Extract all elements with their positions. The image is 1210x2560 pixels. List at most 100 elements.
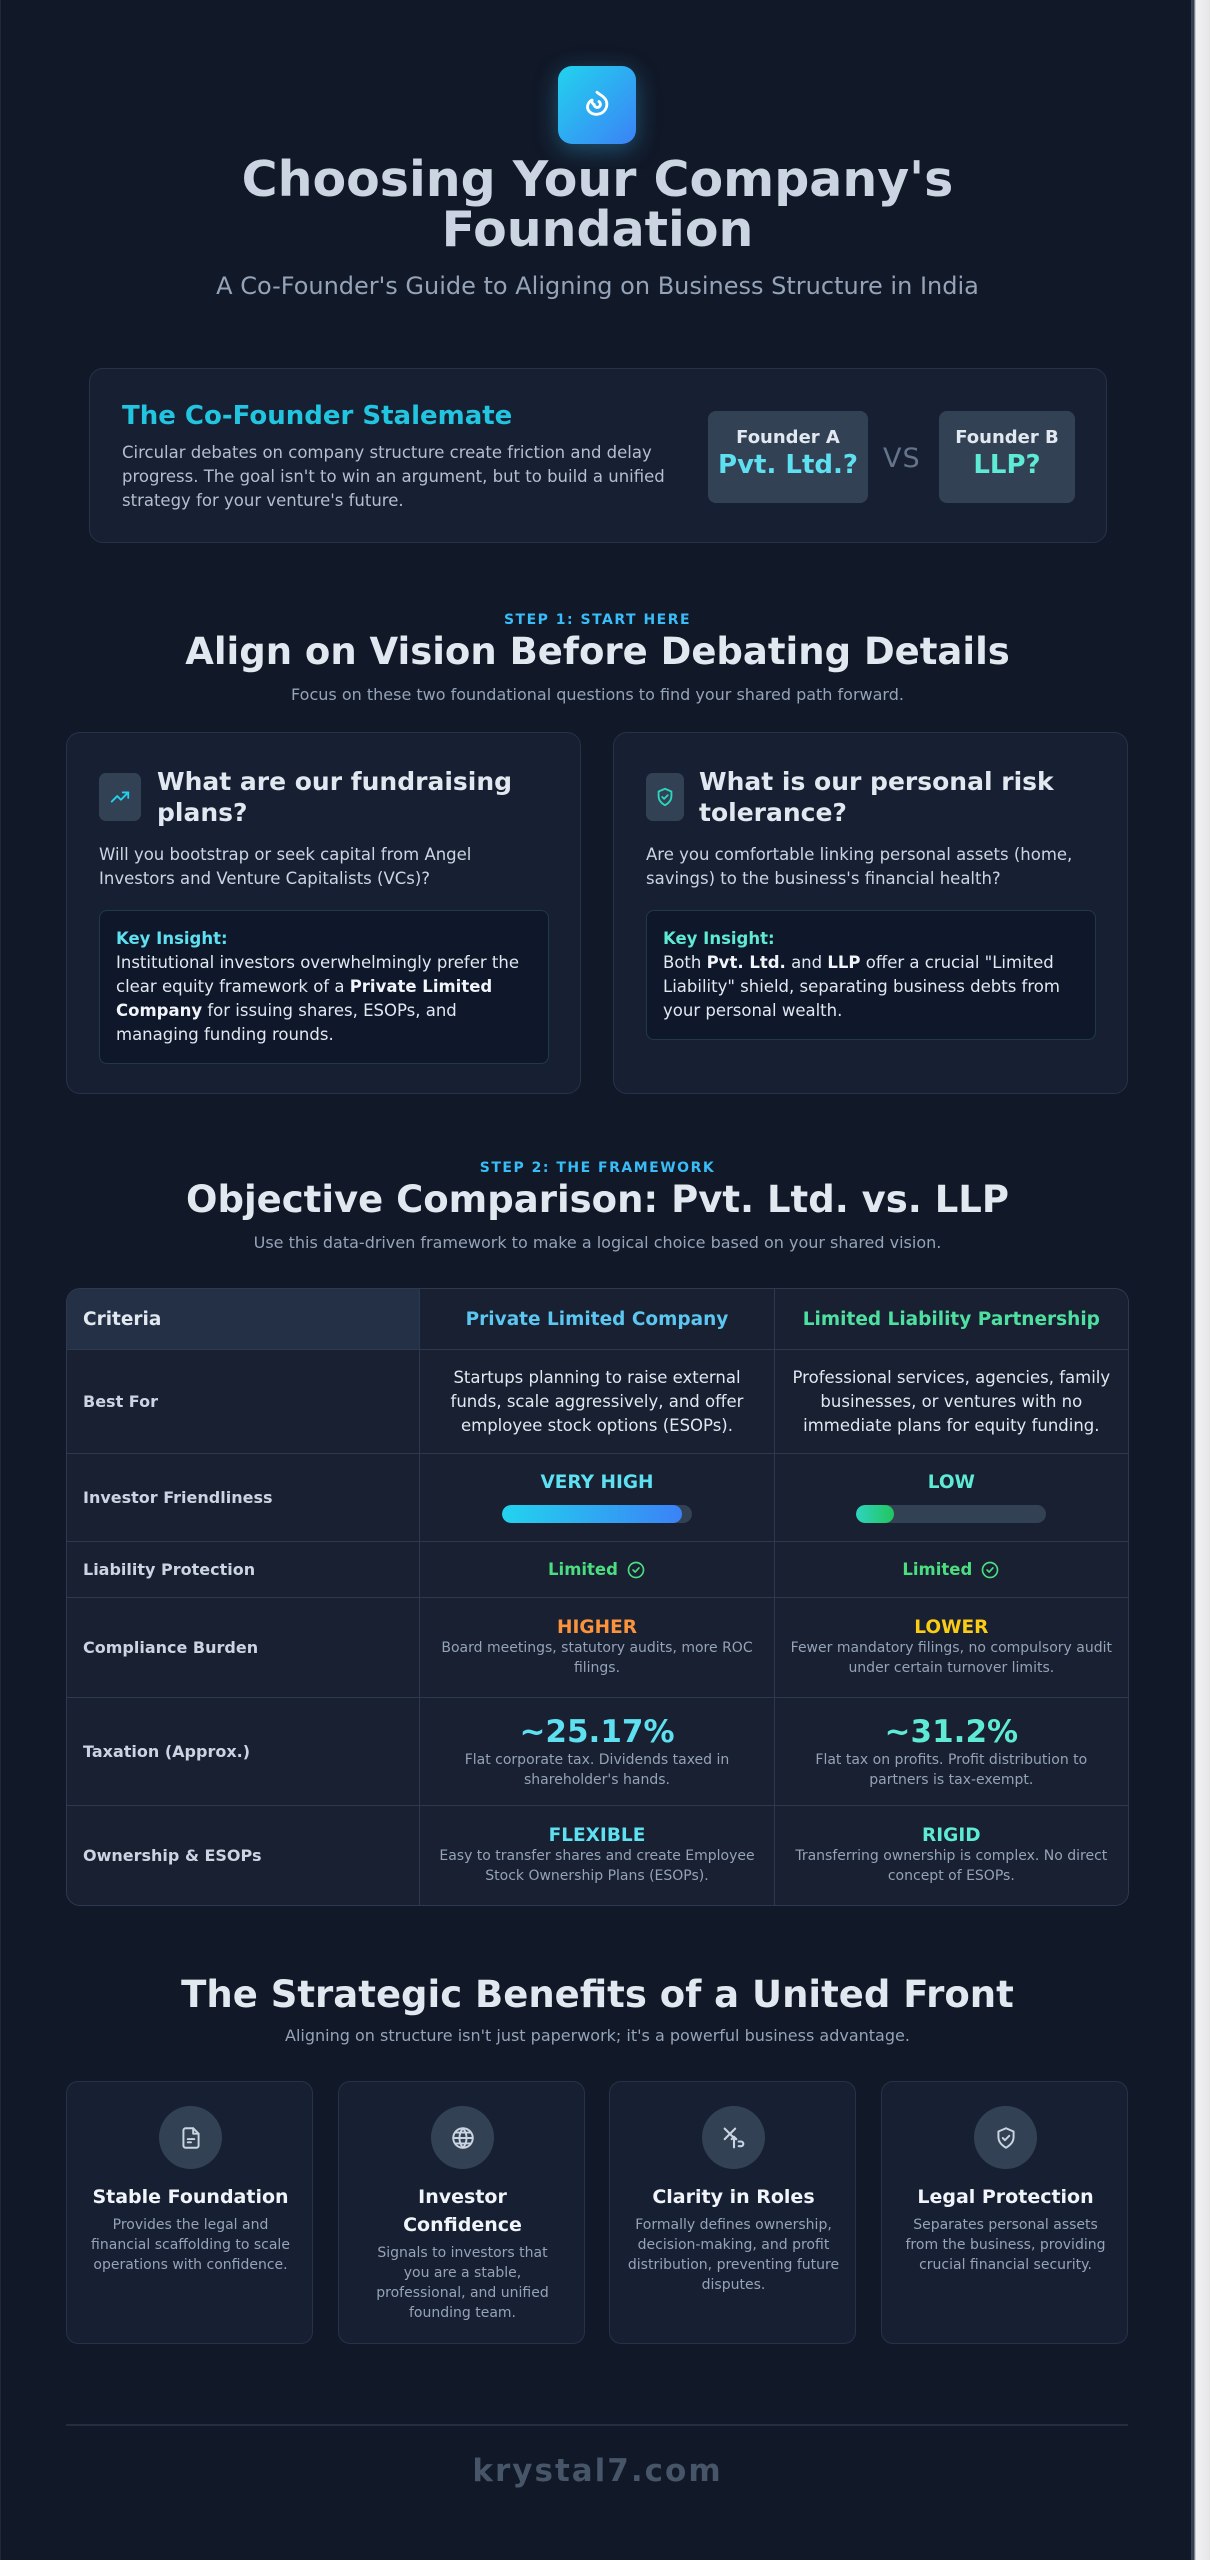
liability-llp-text: Limited: [902, 1560, 973, 1579]
page-subtitle: A Co-Founder's Guide to Aligning on Busi…: [216, 272, 979, 300]
investor-pvt-bar: [501, 1505, 692, 1523]
benefit-text: Separates personal assets from the busin…: [905, 2217, 1106, 2273]
insight-text-post: for issuing shares, ESOPs, and managing …: [116, 1001, 457, 1044]
insight-text-bold-2: LLP: [827, 953, 861, 972]
liability-pvt-text: Limited: [548, 1560, 618, 1579]
risk-question: Are you comfortable linking personal ass…: [646, 845, 1073, 888]
best-for-pvt: Startups planning to raise external fund…: [450, 1367, 744, 1435]
split-arrows-icon-circle: [702, 2106, 765, 2169]
table-row: Best For Startups planning to raise exte…: [67, 1349, 1128, 1453]
benefit-card-investor-confidence: Investor Confidence Signals to investors…: [338, 2081, 585, 2344]
benefit-title: Clarity in Roles: [652, 2186, 815, 2208]
cell-pvt: FLEXIBLE Easy to transfer shares and cre…: [419, 1806, 773, 1905]
split-arrows-icon: [723, 2127, 744, 2148]
investor-llp-rating: LOW: [927, 1472, 975, 1493]
benefit-text: Provides the legal and financial scaffol…: [91, 2217, 290, 2273]
benefit-card-clarity-in-roles: Clarity in Roles Formally defines owners…: [609, 2081, 856, 2344]
benefits-subtitle: Aligning on structure isn't just paperwo…: [285, 2026, 910, 2045]
insight-text-bold: Pvt. Ltd.: [706, 953, 786, 972]
comparison-table: Criteria Private Limited Company Limited…: [66, 1288, 1129, 1906]
step1-subtitle: Focus on these two foundational question…: [291, 685, 904, 704]
stalemate-card: The Co-Founder Stalemate Circular debate…: [89, 368, 1107, 543]
compliance-pvt-rating: HIGHER: [557, 1617, 637, 1638]
cell-llp: ~31.2% Flat tax on profits. Profit distr…: [773, 1698, 1128, 1805]
founder-b-choice: LLP?: [973, 450, 1041, 480]
stalemate-text: Circular debates on company structure cr…: [122, 443, 665, 510]
fundraising-question: Will you bootstrap or seek capital from …: [99, 845, 472, 888]
founder-b-box: Founder B LLP?: [939, 411, 1075, 503]
insight-text-post: offer a crucial "Limited Liability" shie…: [663, 953, 1060, 1020]
check-circle-icon: [627, 1561, 645, 1578]
row-label: Taxation (Approx.): [83, 1742, 251, 1761]
insight-text-mid: and: [785, 953, 828, 972]
row-label: Investor Friendliness: [83, 1488, 273, 1507]
flame-icon: [586, 90, 609, 116]
benefit-card-legal-protection: Legal Protection Separates personal asse…: [881, 2081, 1128, 2344]
benefit-text: Signals to investors that you are a stab…: [376, 2245, 549, 2321]
table-row: Investor Friendliness VERY HIGH LOW: [67, 1453, 1128, 1541]
stalemate-title: The Co-Founder Stalemate: [122, 401, 513, 431]
footer-divider: [66, 2424, 1128, 2426]
insight-label: Key Insight:: [116, 929, 228, 948]
cell-pvt: Limited: [419, 1542, 773, 1597]
header-pvt: Private Limited Company: [419, 1289, 773, 1349]
compliance-llp-desc: Fewer mandatory filings, no compulsory a…: [790, 1640, 1112, 1676]
cell-llp: Limited: [773, 1542, 1128, 1597]
liability-llp: Limited: [902, 1560, 1000, 1580]
risk-insight: Key Insight: Both Pvt. Ltd. and LLP offe…: [646, 910, 1096, 1040]
benefits-title: The Strategic Benefits of a United Front: [181, 1973, 1014, 2016]
row-label: Ownership & ESOPs: [83, 1846, 262, 1865]
footer-brand: krystal7.com: [472, 2453, 723, 2489]
page-title: Choosing Your Company's Foundation: [1, 155, 1194, 255]
benefit-title: Stable Foundation: [92, 2186, 289, 2208]
fundraising-card: What are our fundraising plans? Will you…: [66, 732, 581, 1094]
vs-label: VS: [883, 443, 921, 474]
cell-pvt: Startups planning to raise external fund…: [419, 1350, 773, 1453]
tax-pvt-rate: ~25.17%: [519, 1713, 675, 1750]
founder-a-choice: Pvt. Ltd.?: [718, 450, 858, 480]
table-row: Ownership & ESOPs FLEXIBLE Easy to trans…: [67, 1805, 1128, 1905]
founder-a-box: Founder A Pvt. Ltd.?: [708, 411, 868, 503]
row-label: Compliance Burden: [83, 1638, 259, 1657]
table-header-row: Criteria Private Limited Company Limited…: [67, 1289, 1128, 1349]
step2-label: STEP 2: THE FRAMEWORK: [479, 1160, 716, 1176]
ownership-pvt-desc: Easy to transfer shares and create Emplo…: [439, 1848, 755, 1884]
best-for-llp: Professional services, agencies, family …: [792, 1367, 1111, 1435]
cell-pvt: HIGHER Board meetings, statutory audits,…: [419, 1598, 773, 1697]
investor-llp-bar: [856, 1505, 1047, 1523]
insight-text-bold: Private Limited Company: [116, 977, 493, 1020]
document-icon-circle: [159, 2106, 222, 2169]
document-icon: [181, 2126, 200, 2149]
investor-pvt-rating: VERY HIGH: [540, 1472, 654, 1493]
globe-icon-circle: [431, 2106, 494, 2169]
tax-pvt-desc: Flat corporate tax. Dividends taxed in s…: [464, 1751, 730, 1788]
shield-check-icon-circle: [974, 2106, 1037, 2169]
investor-llp-bar-fill: [856, 1505, 895, 1523]
ownership-llp-rating: RIGID: [922, 1825, 981, 1846]
cell-llp: LOWER Fewer mandatory filings, no compul…: [773, 1598, 1128, 1697]
shield-check-icon: [996, 2126, 1015, 2149]
benefit-text: Formally defines ownership, decision-mak…: [627, 2217, 840, 2293]
fundraising-insight: Key Insight: Institutional investors ove…: [99, 910, 549, 1064]
risk-card: What is our personal risk tolerance? Are…: [613, 732, 1128, 1094]
cell-pvt: ~25.17% Flat corporate tax. Dividends ta…: [419, 1698, 773, 1805]
row-label: Liability Protection: [83, 1560, 256, 1579]
step1-title: Align on Vision Before Debating Details: [185, 630, 1010, 673]
risk-title: What is our personal risk tolerance?: [699, 767, 1054, 827]
insight-text: Both Pvt. Ltd. and LLP offer a crucial "…: [663, 953, 1060, 1020]
step2-subtitle: Use this data-driven framework to make a…: [253, 1233, 942, 1252]
insight-text-pre: Institutional investors overwhelmingly p…: [116, 953, 519, 996]
brand-logo: [558, 66, 636, 144]
insight-label: Key Insight:: [663, 929, 775, 948]
compliance-llp-rating: LOWER: [914, 1617, 989, 1638]
table-row: Taxation (Approx.) ~25.17% Flat corporat…: [67, 1697, 1128, 1805]
tax-llp-rate: ~31.2%: [884, 1713, 1019, 1750]
founder-b-label: Founder B: [955, 427, 1059, 448]
ownership-pvt-rating: FLEXIBLE: [548, 1825, 646, 1846]
step1-label: STEP 1: START HERE: [503, 612, 692, 628]
cell-llp: LOW: [773, 1454, 1128, 1541]
cell-llp: RIGID Transferring ownership is complex.…: [773, 1806, 1128, 1905]
shield-icon-box: [646, 773, 684, 821]
table-row: Compliance Burden HIGHER Board meetings,…: [67, 1597, 1128, 1697]
check-circle-icon: [981, 1561, 999, 1578]
